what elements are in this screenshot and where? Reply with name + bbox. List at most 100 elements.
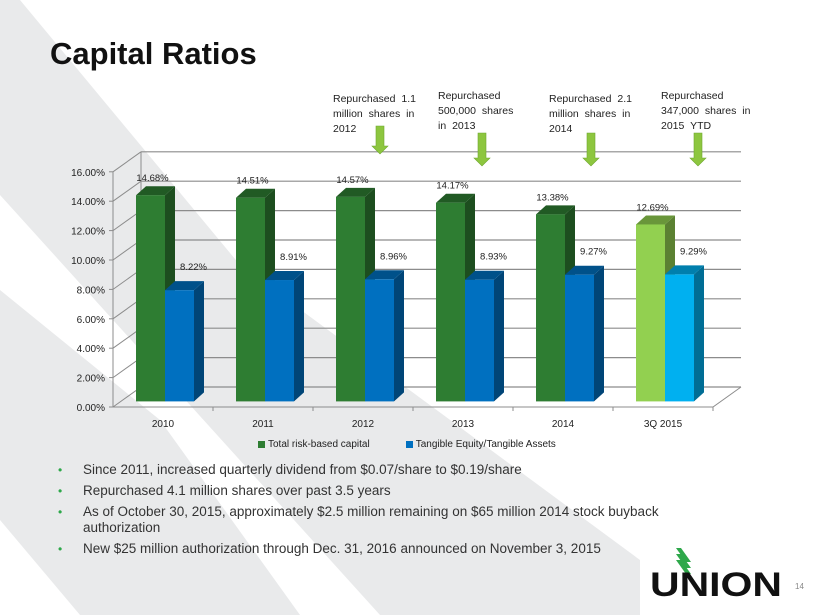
callout-line: million shares in — [549, 108, 631, 120]
legend-label: Tangible Equity/Tangible Assets — [415, 439, 556, 450]
bar-top — [636, 215, 675, 225]
bar-top — [465, 270, 504, 280]
data-label: 14.57% — [336, 175, 369, 186]
bar-top — [336, 187, 375, 197]
down-arrow-icon — [473, 132, 491, 167]
chart-legend: Total risk-based capital Tangible Equity… — [258, 439, 556, 450]
legend-item-total-risk-based-capital: Total risk-based capital — [258, 439, 370, 450]
callout-line: million shares in — [333, 108, 415, 120]
bar-side — [194, 281, 204, 402]
data-label: 13.38% — [536, 192, 569, 203]
bar-top — [136, 186, 175, 196]
bar-side — [594, 265, 604, 402]
bullet-icon: • — [58, 505, 63, 519]
bar-tangible-equity — [265, 280, 294, 402]
legend-swatch-green — [258, 441, 265, 448]
gridline-diagonal — [112, 151, 142, 173]
y-tick-label: 0.00% — [77, 403, 105, 414]
callout-line: Repurchased — [438, 90, 501, 102]
legend-item-tangible-equity: Tangible Equity/Tangible Assets — [405, 439, 556, 450]
callout-line: Repurchased 1.1 — [333, 93, 416, 105]
bar-top — [365, 270, 404, 280]
data-label: 14.51% — [236, 176, 269, 187]
data-label: 9.27% — [580, 247, 607, 258]
bullet-item: • Since 2011, increased quarterly dividen… — [56, 462, 736, 478]
x-tick-label: 2013 — [452, 419, 475, 430]
bullet-item: • As of October 30, 2015, approximately $… — [56, 504, 736, 536]
bar-tangible-equity — [365, 279, 394, 402]
logo-text: UNION — [650, 566, 782, 598]
callout-note: Repurchased 347,000 shares in 2015 YTD — [661, 89, 750, 134]
bar-top — [436, 193, 475, 203]
y-tick-label: 8.00% — [77, 285, 105, 296]
callout-line: 500,000 shares — [438, 105, 514, 117]
down-arrow-icon — [582, 132, 600, 167]
y-tick-label: 10.00% — [71, 256, 105, 267]
down-arrow-icon — [371, 125, 389, 155]
y-tick-label: 2.00% — [77, 374, 105, 385]
bullet-icon: • — [58, 484, 63, 498]
data-label: 9.29% — [680, 246, 707, 257]
bar-total-risk-based-capital — [536, 214, 565, 402]
bar-top — [665, 265, 704, 275]
y-tick-label: 4.00% — [77, 344, 105, 355]
bullet-text: Repurchased 4.1 million shares over past… — [83, 483, 391, 498]
bar-top — [565, 265, 604, 275]
bar-tangible-equity — [565, 274, 594, 402]
bar-top — [236, 188, 275, 198]
bar-side — [294, 271, 304, 402]
callout-line: Repurchased — [661, 90, 724, 102]
data-label: 8.22% — [180, 262, 207, 273]
x-tick-label: 2014 — [552, 419, 575, 430]
y-tick-label: 6.00% — [77, 315, 105, 326]
x-tick-label: 2011 — [252, 419, 274, 430]
page-title: Capital Ratios — [50, 36, 257, 71]
y-tick-label: 14.00% — [71, 197, 105, 208]
data-label: 8.93% — [480, 252, 507, 263]
x-tick-label: 2010 — [152, 419, 175, 430]
callout-line: 2014 — [549, 123, 573, 135]
bar-side — [494, 270, 504, 402]
data-label: 14.68% — [136, 173, 169, 184]
down-arrow-icon — [689, 132, 707, 167]
bar-tangible-equity — [165, 290, 194, 402]
legend-swatch-blue — [405, 441, 413, 448]
y-tick-label: 16.00% — [71, 168, 105, 179]
callout-line: Repurchased 2.1 — [549, 93, 632, 105]
bar-total-risk-based-capital — [336, 196, 365, 402]
callout-line: in 2013 — [438, 120, 476, 132]
y-tick-label: 12.00% — [71, 227, 105, 238]
bullet-item: • Repurchased 4.1 million shares over pas… — [56, 483, 736, 499]
bullet-icon: • — [58, 463, 63, 477]
callout-note: Repurchased 2.1 million shares in 2014 — [549, 92, 632, 137]
bar-total-risk-based-capital — [436, 202, 465, 402]
data-label: 12.69% — [636, 202, 669, 213]
bar-side — [694, 265, 704, 402]
bullet-text: Since 2011, increased quarterly dividend… — [83, 462, 522, 477]
callout-line: 347,000 shares in — [661, 105, 751, 117]
bar-top — [265, 271, 304, 281]
bar-top — [165, 281, 204, 291]
background-stripe — [0, 290, 300, 615]
union-logo: UNION — [650, 548, 790, 604]
bar-tangible-equity — [665, 274, 694, 402]
data-label: 14.17% — [436, 181, 469, 192]
legend-label: Total risk-based capital — [268, 439, 370, 450]
bar-total-risk-based-capital — [236, 197, 265, 402]
union-logo-icon: UNION — [650, 548, 782, 604]
bullet-text: As of October 30, 2015, approximately $2… — [83, 504, 659, 535]
callout-note: Repurchased 500,000 shares in 2013 — [438, 89, 513, 134]
bar-side — [394, 270, 404, 402]
bar-top — [536, 205, 575, 215]
page-number: 14 — [795, 582, 804, 591]
gridline-diagonal — [112, 180, 142, 202]
bullet-list: • Since 2011, increased quarterly dividen… — [56, 462, 736, 562]
callout-line: 2012 — [333, 123, 357, 135]
bar-tangible-equity — [465, 279, 494, 402]
data-label: 8.91% — [280, 252, 307, 263]
bar-total-risk-based-capital — [136, 195, 165, 402]
bullet-text: New $25 million authorization through De… — [83, 541, 601, 556]
background-stripe — [0, 0, 640, 615]
callout-line: 2015 YTD — [661, 120, 712, 132]
callout-note: Repurchased 1.1 million shares in 2012 — [333, 92, 416, 137]
